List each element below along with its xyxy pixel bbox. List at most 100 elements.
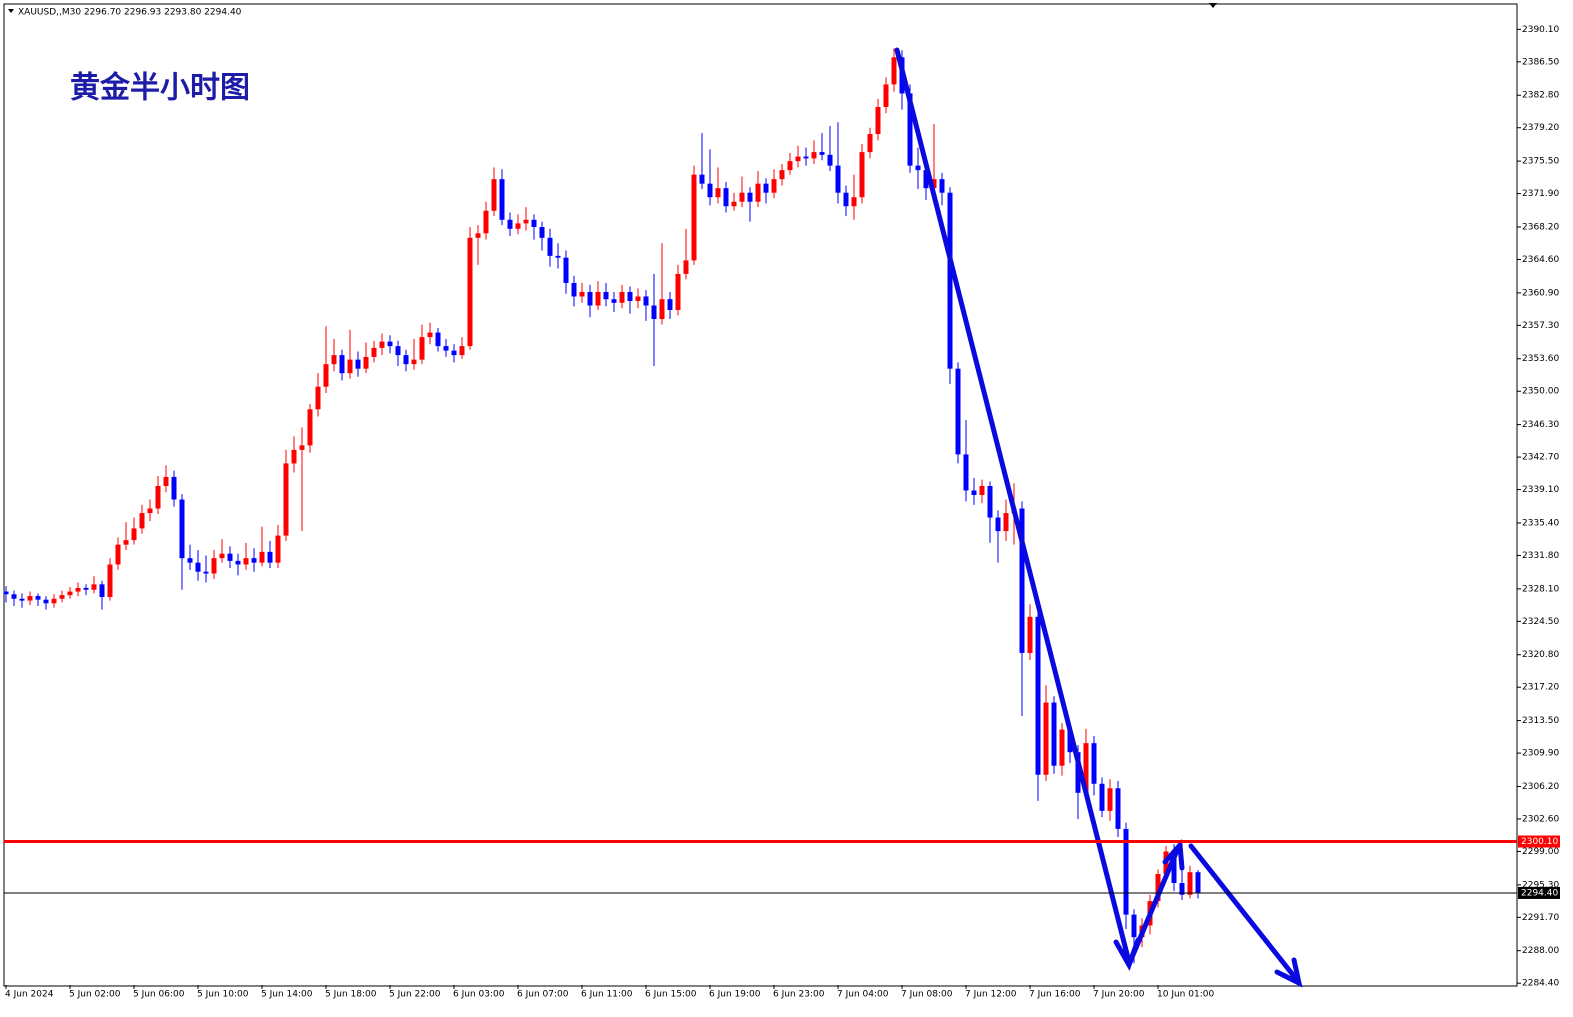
candle-body: [427, 332, 433, 338]
candle-body: [843, 192, 849, 207]
candle-body: [219, 553, 225, 559]
candle-body: [387, 341, 393, 347]
candle-body: [891, 57, 897, 85]
candle-body: [483, 210, 489, 234]
candle-body: [1131, 914, 1137, 938]
candle-body: [811, 152, 817, 159]
y-tick-label: 2364.60: [1522, 255, 1559, 265]
candle-body: [1171, 851, 1177, 884]
candle-body: [3, 591, 9, 595]
y-tick-label: 2320.80: [1522, 650, 1559, 660]
candle-body: [995, 517, 1001, 532]
candle-body: [235, 560, 241, 565]
y-tick-label: 2288.00: [1522, 946, 1559, 956]
candle-body: [827, 154, 833, 166]
candle-body: [867, 134, 873, 153]
candle-body: [251, 558, 257, 563]
candle-body: [155, 485, 161, 509]
candle-body: [651, 305, 657, 320]
candle-body: [35, 596, 41, 600]
candle-body: [11, 594, 17, 599]
candle-body: [883, 84, 889, 107]
y-tick-label: 2353.60: [1522, 354, 1559, 364]
candle-body: [907, 93, 913, 166]
candle-body: [723, 188, 729, 207]
candle-body: [323, 364, 329, 387]
candle-body: [795, 156, 801, 162]
candle-body: [1067, 729, 1073, 753]
y-tick-label: 2346.30: [1522, 420, 1559, 430]
candle-body: [643, 296, 649, 306]
candle-body: [611, 299, 617, 303]
candle-body: [347, 359, 353, 374]
header: XAUUSD,,M30 2296.70 2296.93 2293.80 2294…: [18, 8, 242, 18]
arrow: [894, 47, 1132, 965]
y-tick-label: 2382.80: [1522, 91, 1559, 101]
price-label: 2294.40: [1521, 888, 1558, 898]
y-tick-label: 2375.50: [1522, 157, 1559, 167]
y-tick-label: 2331.80: [1522, 551, 1559, 561]
candle-body: [91, 584, 97, 590]
y-tick-label: 2313.50: [1522, 716, 1559, 726]
candle-body: [507, 219, 513, 229]
candle-body: [955, 368, 961, 455]
x-tick-label: 5 Jun 18:00: [325, 990, 377, 1000]
candle-body: [915, 165, 921, 171]
candle-body: [283, 463, 289, 536]
x-tick-label: 6 Jun 19:00: [709, 990, 761, 1000]
candle-body: [1003, 513, 1009, 532]
candle-body: [923, 170, 929, 189]
candle-body: [747, 192, 753, 202]
candle-body: [227, 553, 233, 561]
y-tick-label: 2342.70: [1522, 453, 1559, 463]
candle-body: [851, 197, 857, 207]
candle-body: [835, 165, 841, 193]
candle-body: [1027, 616, 1033, 653]
candle-body: [731, 201, 737, 207]
shift-marker: [1209, 3, 1217, 8]
x-tick-label: 5 Jun 14:00: [261, 990, 313, 1000]
candle-body: [339, 355, 345, 374]
candle-body: [203, 571, 209, 574]
y-tick-label: 2302.60: [1522, 814, 1559, 824]
candle-body: [491, 179, 497, 211]
y-tick-label: 2360.90: [1522, 288, 1559, 298]
candle-body: [371, 347, 377, 357]
candle-body: [131, 528, 137, 541]
candle-body: [707, 183, 713, 198]
candle-body: [819, 152, 825, 155]
candle-body: [139, 513, 145, 529]
candle-body: [699, 174, 705, 184]
candle-body: [963, 454, 969, 491]
candle-body: [1179, 883, 1185, 895]
header-marker: [8, 9, 14, 13]
y-tick-label: 2335.40: [1522, 518, 1559, 528]
x-tick-label: 6 Jun 23:00: [773, 990, 825, 1000]
candle-body: [51, 598, 57, 604]
candle-body: [1051, 702, 1057, 766]
candle-body: [355, 359, 361, 369]
y-tick-label: 2368.20: [1522, 222, 1559, 232]
candle-body: [1075, 752, 1081, 793]
plot-frame: [3, 3, 1518, 987]
candle-body: [779, 170, 785, 180]
candle-body: [1083, 743, 1089, 793]
candle-body: [587, 291, 593, 306]
x-tick-label: 7 Jun 16:00: [1029, 990, 1081, 1000]
y-tick-label: 2390.10: [1522, 25, 1559, 35]
candle-body: [243, 558, 249, 565]
x-tick-label: 5 Jun 06:00: [133, 990, 185, 1000]
x-tick-label: 5 Jun 10:00: [197, 990, 249, 1000]
candle-body: [195, 562, 201, 572]
price-label-bg: [1518, 886, 1560, 899]
candle-body: [531, 219, 537, 227]
x-tick-label: 5 Jun 22:00: [389, 990, 441, 1000]
candle-body: [107, 564, 113, 597]
candle-body: [683, 260, 689, 274]
candle-body: [1155, 874, 1161, 902]
candle-body: [675, 273, 681, 311]
candle-body: [1043, 702, 1049, 775]
price-label-bg: [1518, 835, 1560, 848]
candle-body: [763, 183, 769, 193]
